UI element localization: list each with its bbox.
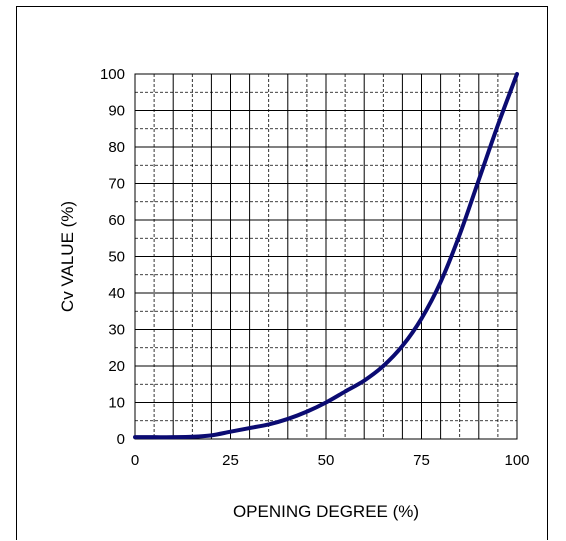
chart-frame: 0 25 50 75 100 0 10 20 30 40 50 60 70 80 90 100 OPENING…	[16, 6, 548, 540]
y-axis-label: Cv VALUE (%)	[58, 201, 77, 312]
y-tick-label: 10	[108, 395, 125, 412]
y-tick-label: 70	[108, 176, 125, 193]
tick-labels: 0 25 50 75 100 0 10 20 30 40 50 60 70 80 90 100	[100, 66, 530, 469]
y-tick-label: 50	[108, 249, 125, 266]
y-tick-label: 40	[108, 285, 125, 302]
y-tick-label: 0	[117, 431, 125, 448]
y-tick-label: 60	[108, 212, 125, 229]
y-tick-label: 20	[108, 358, 125, 375]
x-tick-label: 50	[318, 452, 335, 469]
x-tick-label: 75	[413, 452, 430, 469]
x-tick-label: 25	[222, 452, 239, 469]
y-tick-label: 30	[108, 322, 125, 339]
x-axis-label: OPENING DEGREE (%)	[233, 502, 419, 521]
y-tick-label: 100	[100, 66, 125, 83]
y-tick-label: 90	[108, 103, 125, 120]
plot-border	[134, 73, 518, 440]
cv-curve	[133, 72, 519, 440]
x-tick-label: 0	[131, 452, 139, 469]
y-tick-label: 80	[108, 139, 125, 156]
x-tick-label: 100	[504, 452, 529, 469]
grid	[134, 73, 518, 440]
cv-characteristic-chart: 0 25 50 75 100 0 10 20 30 40 50 60 70 80 90 100 OPENING…	[58, 66, 530, 521]
